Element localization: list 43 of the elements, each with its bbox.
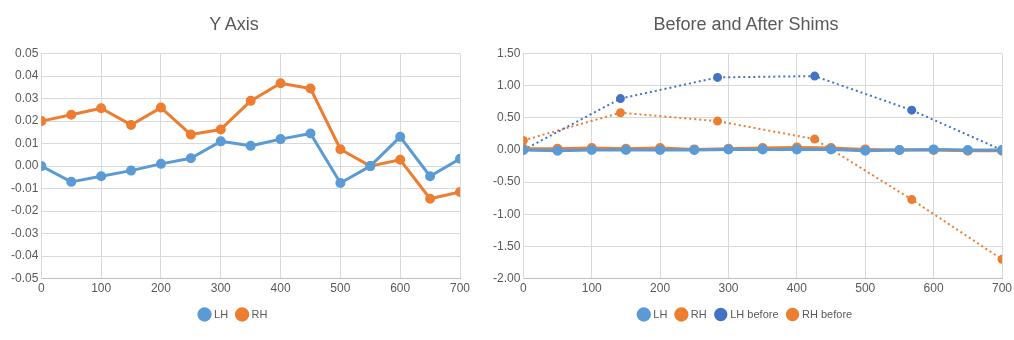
y-tick-label: 0.00 — [14, 158, 39, 173]
y-tick-label: -0.04 — [10, 248, 39, 263]
x-tick-label: 500 — [855, 281, 876, 296]
x-tick-label: 600 — [923, 281, 944, 296]
x-tick-label: 0 — [520, 281, 528, 296]
x-tick-label: 200 — [650, 281, 671, 296]
x-tick-label: 600 — [390, 281, 411, 296]
y-tick-label: 0.04 — [14, 68, 39, 83]
y-tick-label: 0.50 — [496, 110, 521, 125]
x-tick-label: 300 — [210, 281, 232, 296]
chart-title: Before and After Shims — [653, 13, 839, 34]
y-tick-label: -0.05 — [10, 270, 39, 285]
x-tick-label: 700 — [991, 281, 1013, 296]
y-tick-label: 1.00 — [496, 78, 521, 93]
y-tick-label: -0.01 — [10, 180, 39, 195]
y-tick-label: 0.01 — [14, 135, 39, 150]
y-tick-label: -1.00 — [492, 206, 521, 221]
x-tick-label: 500 — [330, 281, 351, 296]
x-tick-label: 300 — [718, 281, 739, 296]
y-tick-label: -2.00 — [492, 270, 521, 285]
y-tick-label: -0.02 — [10, 203, 39, 218]
x-tick-label: 0 — [38, 281, 46, 296]
x-tick-label: 700 — [449, 281, 471, 296]
y-tick-label: 0.00 — [496, 142, 521, 157]
chart-title: Y Axis — [209, 13, 259, 34]
legend-label: LH before — [730, 307, 779, 320]
y-tick-label: 0.05 — [14, 45, 39, 60]
x-tick-label: 200 — [150, 281, 172, 296]
x-tick-label: 100 — [581, 281, 603, 296]
legend-label: LH — [214, 307, 229, 320]
x-tick-label: 400 — [270, 281, 291, 296]
x-tick-label: 100 — [91, 281, 112, 296]
legend-label: RH before — [802, 307, 853, 320]
legend-label: RH — [251, 307, 268, 320]
y-tick-label: 1.50 — [496, 45, 521, 60]
y-tick-label: 0.02 — [14, 113, 39, 128]
legend-label: RH — [690, 307, 707, 320]
y-tick-label: -1.50 — [492, 238, 521, 253]
y-tick-label: 0.03 — [14, 90, 39, 105]
y-tick-label: -0.03 — [10, 225, 39, 240]
x-tick-label: 400 — [786, 281, 808, 296]
y-tick-label: -0.50 — [492, 174, 521, 189]
legend-label: LH — [653, 307, 668, 320]
